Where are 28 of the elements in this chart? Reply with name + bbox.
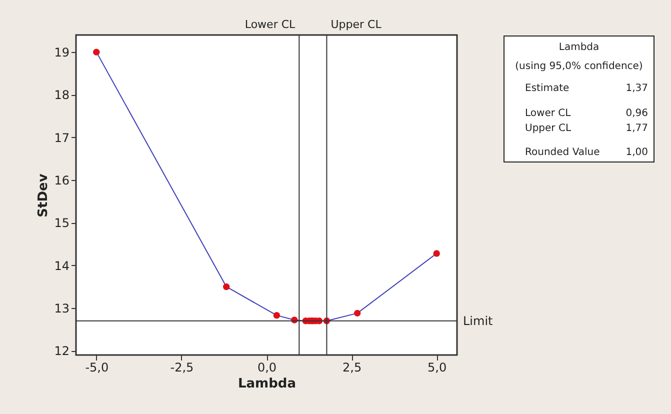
x-axis-title: Lambda [238,376,296,392]
text: 1,37 [626,83,648,94]
text: 1,00 [626,147,648,158]
y-tick-label: 19 [54,46,70,60]
text: (using 95,0% confidence) [515,61,643,72]
ref-line-label: Lower CL [244,18,296,31]
x-tick-label: 2,5 [342,360,362,374]
y-tick-label: 14 [54,258,70,273]
text: 0,96 [626,108,648,119]
text: Rounded Value [525,147,600,158]
text: Lambda [558,42,600,53]
text: Lower CL [525,108,572,119]
ref-line-label: Limit [463,314,494,328]
text: 1,77 [626,123,648,134]
y-tick-label: 16 [54,174,70,188]
y-tick-label: 13 [54,302,70,316]
y-tick-label: 18 [54,88,70,102]
text: Upper CL [525,123,572,134]
x-tick-label: 0,0 [257,360,277,374]
x-tick-label: 5,0 [428,360,447,374]
x-tick-label: -2,5 [170,360,194,374]
y-tick-label: 15 [54,216,70,230]
text: Estimate [525,83,570,94]
y-axis-title: StDev [36,173,52,218]
y-tick-label: 17 [54,130,70,145]
ref-line-label: Upper CL [330,18,382,31]
y-tick-label: 12 [54,344,70,358]
x-tick-label: -5,0 [85,360,109,374]
